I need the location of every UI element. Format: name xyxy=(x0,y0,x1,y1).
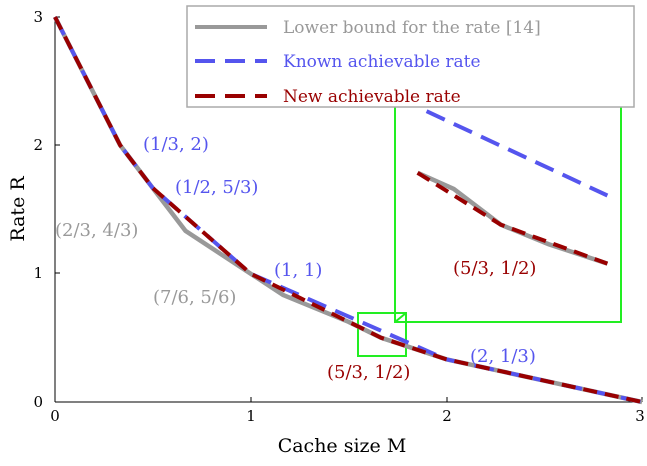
x-axis-title: Cache size M xyxy=(278,435,407,457)
inset-new-rate xyxy=(416,171,609,266)
zoom-connector xyxy=(394,312,407,323)
legend-label-lower-bound: Lower bound for the rate [14] xyxy=(283,18,541,38)
annotation-label: (2/3, 4/3) xyxy=(55,220,138,241)
legend-box xyxy=(186,5,635,108)
y-ticks: 3 2 1 0 xyxy=(33,8,60,411)
annotations: (1/3, 2) (1/2, 5/3) (2/3, 4/3) (1, 1) (7… xyxy=(55,134,536,383)
annotation-label: (1/2, 5/3) xyxy=(175,177,258,198)
x-tick-label: 3 xyxy=(635,407,645,425)
y-tick-label: 2 xyxy=(33,136,43,154)
inset-known-rate xyxy=(425,109,609,198)
legend-label-known: Known achievable rate xyxy=(283,52,481,72)
annotation-label: (5/3, 1/2) xyxy=(327,362,410,383)
inset-annotation-label: (5/3, 1/2) xyxy=(453,258,536,279)
y-axis-title: Rate R xyxy=(7,176,29,242)
x-ticks: 0 1 2 3 xyxy=(50,397,645,425)
annotation-label: (2, 1/3) xyxy=(470,346,536,367)
series-layer xyxy=(52,15,643,405)
annotation-label: (7/6, 5/6) xyxy=(153,287,236,308)
legend-label-new: New achievable rate xyxy=(283,87,461,107)
legend: Lower bound for the rate [14] Known achi… xyxy=(186,5,635,108)
annotation-label: (1/3, 2) xyxy=(143,134,209,155)
series-line-2 xyxy=(53,16,643,404)
annotation-label: (1, 1) xyxy=(274,260,322,281)
y-tick-label: 0 xyxy=(33,393,43,411)
x-tick-label: 2 xyxy=(442,407,452,425)
inset-layer xyxy=(416,109,609,266)
x-tick-label: 1 xyxy=(246,407,256,425)
y-tick-label: 3 xyxy=(33,8,43,26)
zoom-region-box xyxy=(357,312,407,357)
x-tick-label: 0 xyxy=(50,407,60,425)
y-tick-label: 1 xyxy=(33,264,43,282)
axes xyxy=(54,17,642,403)
